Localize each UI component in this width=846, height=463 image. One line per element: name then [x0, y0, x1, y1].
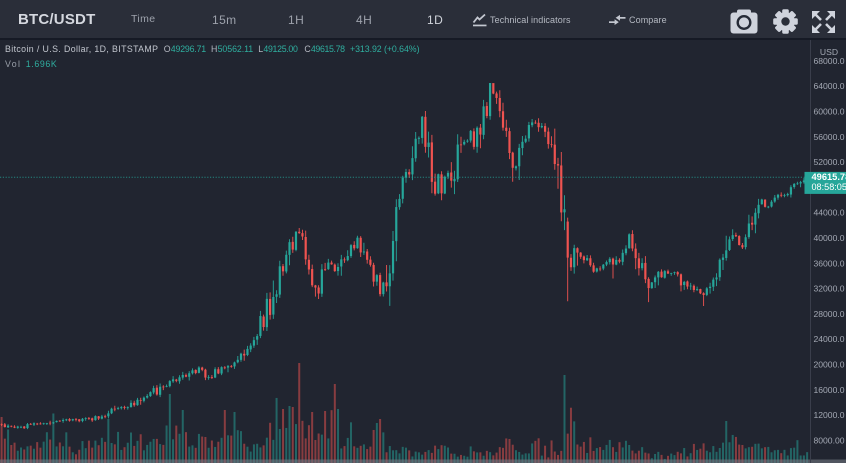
svg-text:32000.0: 32000.0 — [813, 284, 844, 294]
svg-text:12000.0: 12000.0 — [813, 410, 844, 420]
svg-text:49125.00: 49125.00 — [263, 44, 298, 54]
svg-text:08:58:05: 08:58:05 — [812, 182, 846, 192]
svg-text:60000.0: 60000.0 — [813, 107, 844, 117]
svg-text:49615.78: 49615.78 — [311, 44, 345, 54]
svg-text:64000.0: 64000.0 — [813, 81, 844, 91]
svg-text:49615.78: 49615.78 — [812, 172, 846, 182]
svg-text:L: L — [258, 44, 263, 54]
svg-text:Bitcoin / U.S. Dollar, 1D, BIT: Bitcoin / U.S. Dollar, 1D, BITSTAMP — [5, 44, 158, 54]
svg-text:49296.71: 49296.71 — [171, 44, 206, 54]
svg-text:20000.0: 20000.0 — [813, 360, 844, 370]
svg-text:+313.92 (+0.64%): +313.92 (+0.64%) — [350, 44, 420, 54]
svg-text:56000.0: 56000.0 — [813, 132, 844, 142]
svg-text:16000.0: 16000.0 — [813, 385, 844, 395]
svg-text:44000.0: 44000.0 — [813, 208, 844, 218]
svg-text:50562.11: 50562.11 — [218, 44, 254, 54]
svg-text:40000.0: 40000.0 — [813, 233, 844, 243]
svg-text:8000.00: 8000.00 — [813, 435, 844, 445]
svg-text:24000.0: 24000.0 — [813, 334, 844, 344]
svg-text:USD: USD — [820, 47, 838, 57]
svg-text:1.696K: 1.696K — [26, 59, 57, 69]
svg-text:Vol: Vol — [5, 59, 20, 69]
svg-text:36000.0: 36000.0 — [813, 258, 844, 268]
svg-text:H: H — [211, 44, 217, 54]
svg-text:O: O — [164, 44, 171, 54]
svg-text:28000.0: 28000.0 — [813, 309, 844, 319]
svg-text:52000.0: 52000.0 — [813, 157, 844, 167]
svg-text:C: C — [304, 44, 311, 54]
svg-text:68000.0: 68000.0 — [813, 56, 844, 66]
